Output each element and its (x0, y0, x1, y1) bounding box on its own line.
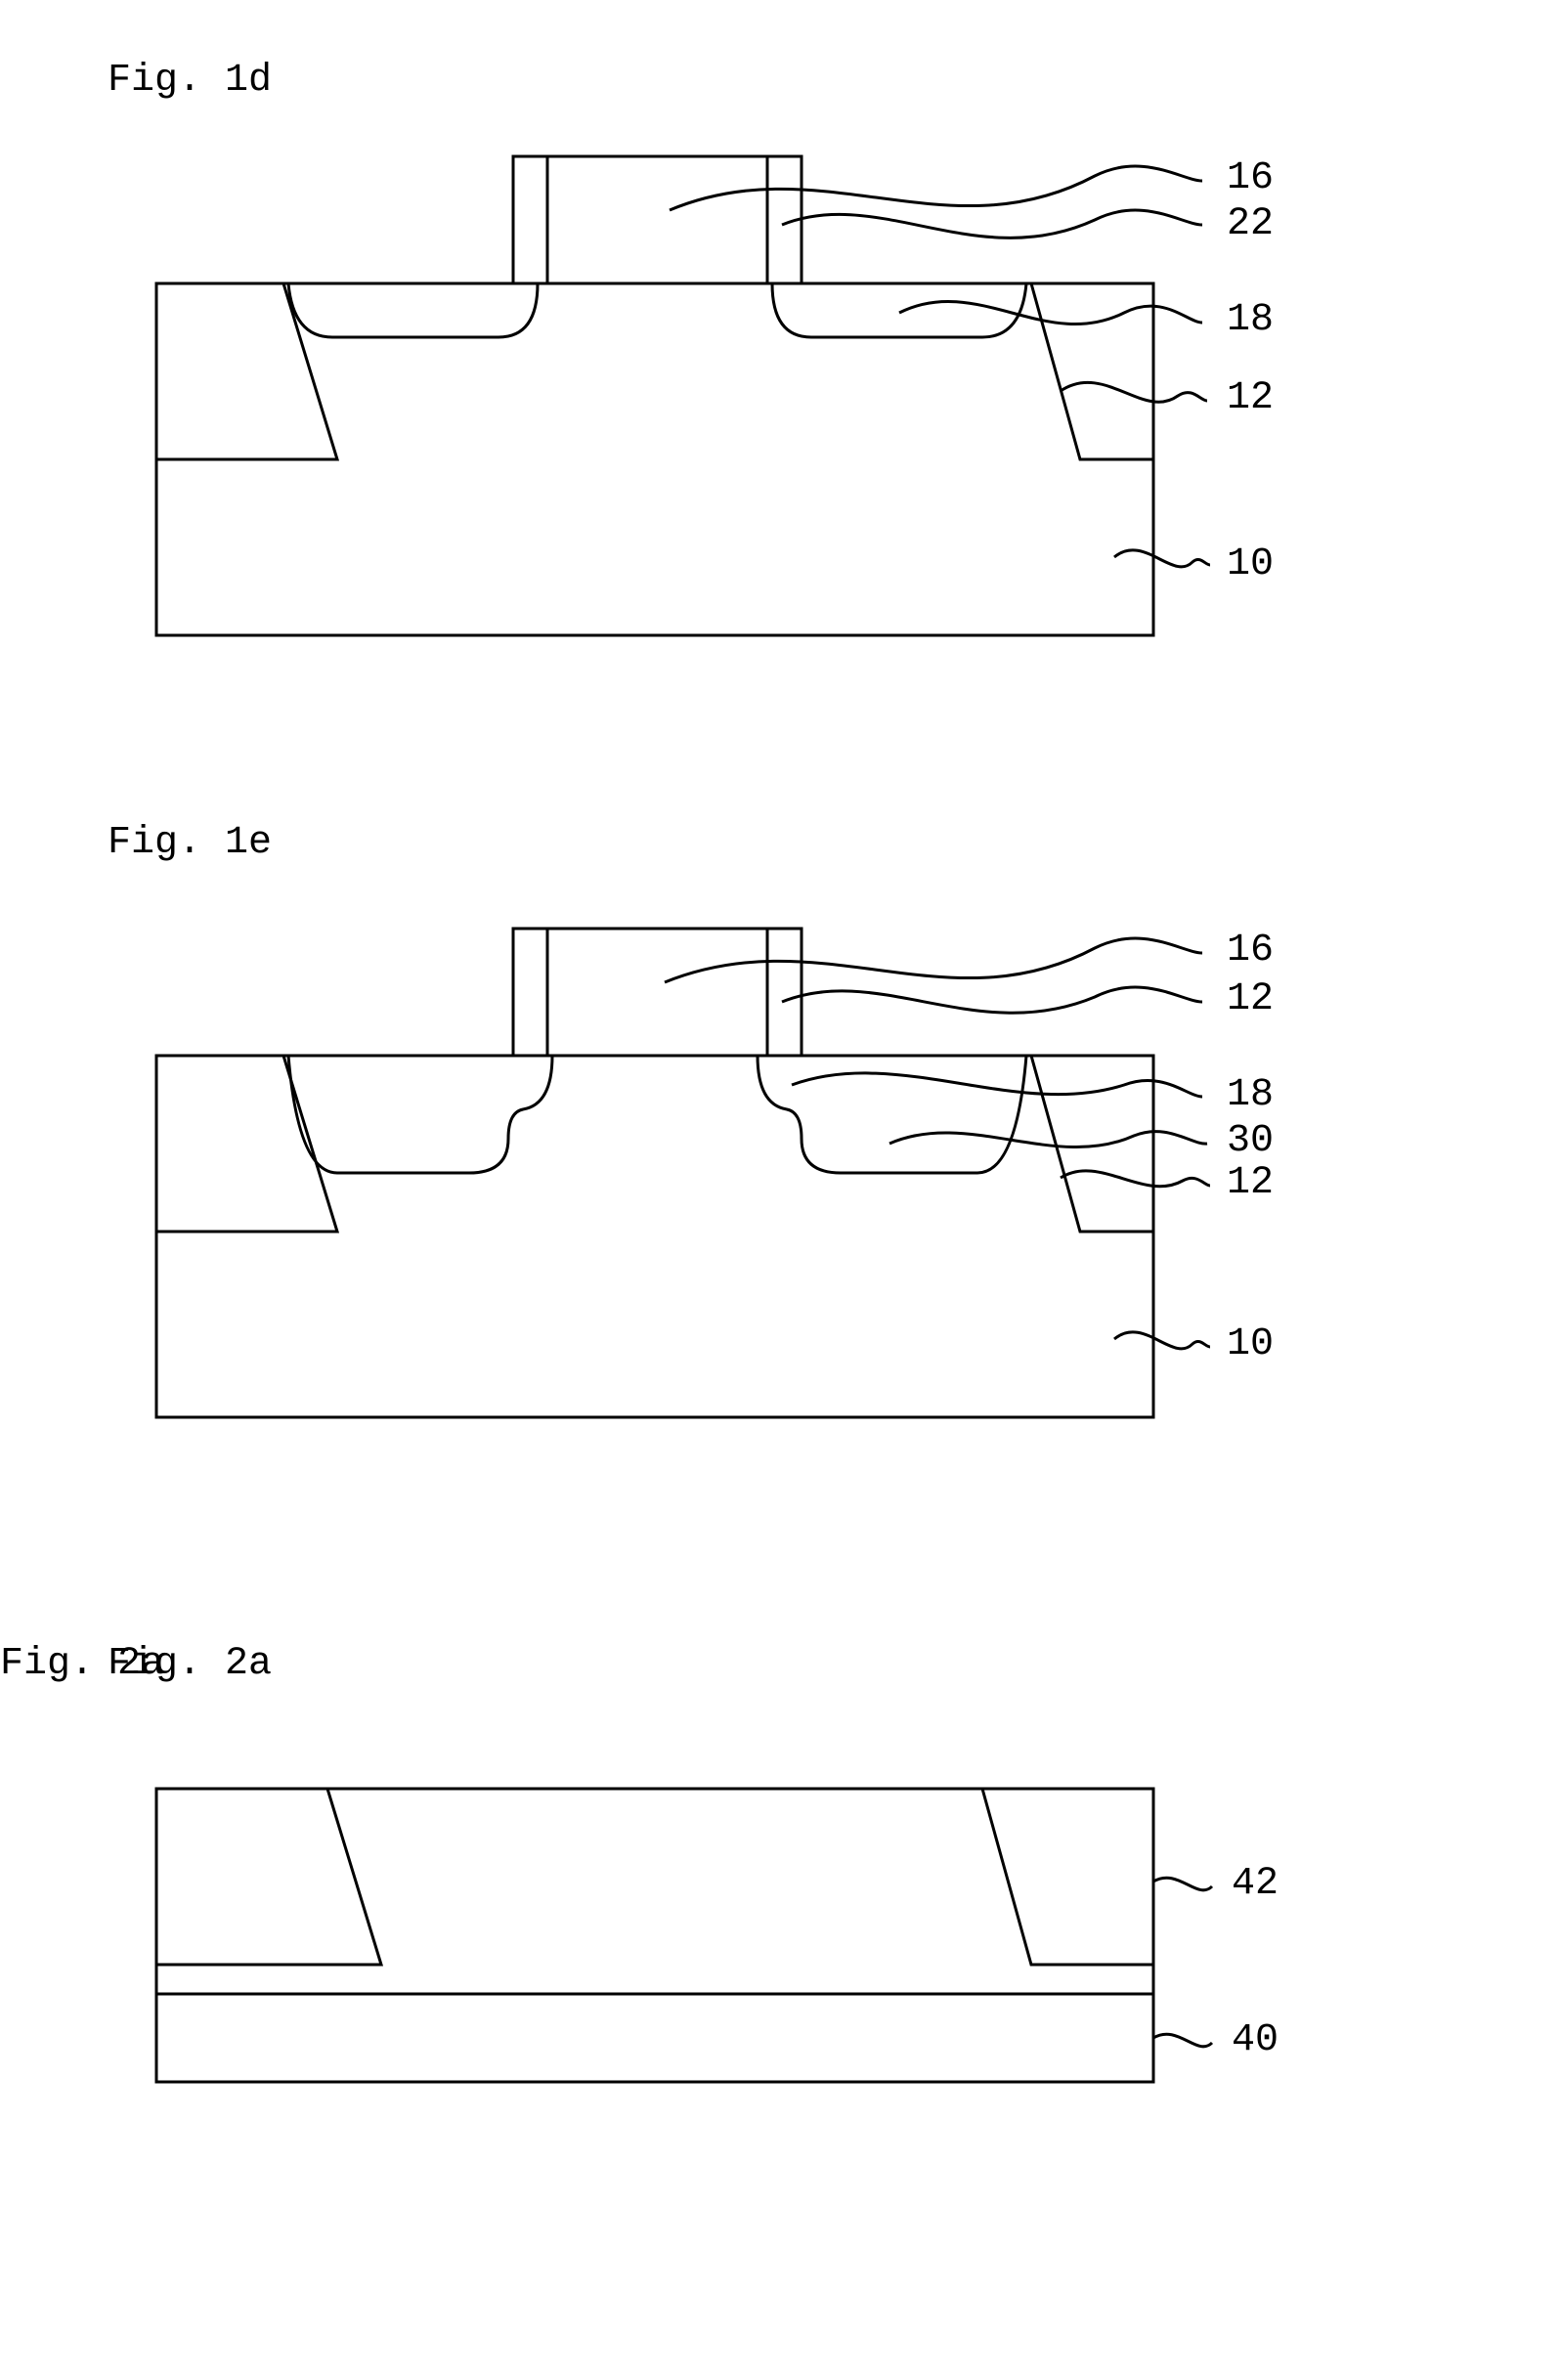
ref-1d-16: 16 (1227, 156, 1274, 200)
figure-1e-diagram (117, 909, 1388, 1437)
figure-2a-label2: Fig. 2a (108, 1642, 272, 1686)
figure-1d-label: Fig. 1d (108, 59, 272, 103)
ref-1e-18: 18 (1227, 1073, 1274, 1117)
ref-1d-22: 22 (1227, 202, 1274, 246)
figure-1d-diagram (117, 147, 1388, 655)
ref-2a-42: 42 (1232, 1862, 1279, 1906)
ref-1d-18: 18 (1227, 298, 1274, 342)
ref-1e-12b: 12 (1227, 1161, 1274, 1205)
figure-2a-diagram (117, 1769, 1388, 2111)
ref-1d-12: 12 (1227, 376, 1274, 420)
ref-1e-12a: 12 (1227, 977, 1274, 1021)
figure-1e-label: Fig. 1e (108, 821, 272, 865)
ref-1e-30: 30 (1227, 1119, 1274, 1163)
ref-2a-40: 40 (1232, 2018, 1279, 2062)
ref-1e-10: 10 (1227, 1322, 1274, 1366)
ref-1d-10: 10 (1227, 542, 1274, 586)
ref-1e-16: 16 (1227, 929, 1274, 973)
